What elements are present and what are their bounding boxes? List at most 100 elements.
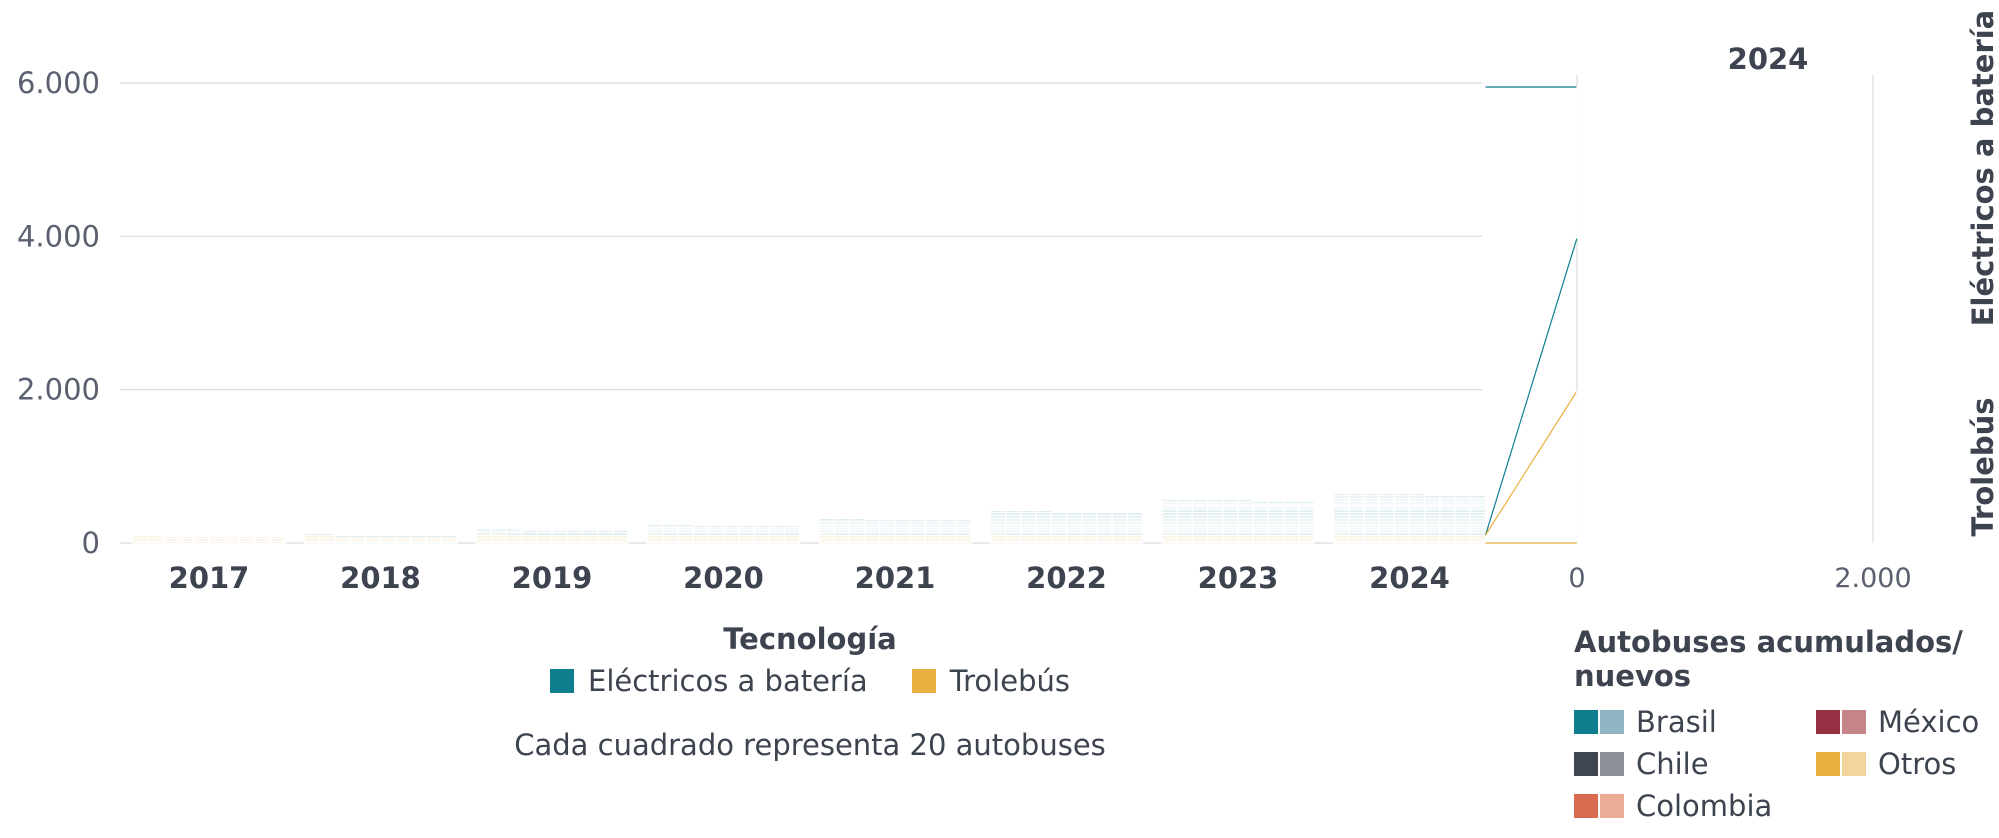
legend-swatch-chile-new [1600,752,1624,776]
waffle-square [208,536,225,540]
legend-item-colombia: Colombia [1574,789,1816,823]
legend-label-colombia: Colombia [1636,789,1773,823]
panel-band-trolleybus [1576,390,1580,543]
waffle-square [520,530,538,533]
x-tick-label: 2019 [512,561,593,595]
waffle-square [848,517,866,521]
x-tick-label: 2021 [855,561,936,595]
panel-x-tick-label: 2.000 [1834,563,1911,594]
year-stack-2017 [132,534,286,544]
x-tick-label: 2024 [1369,561,1450,595]
waffle-square [1363,493,1380,497]
panel-band-electric [1576,86,1586,239]
waffle-square [1423,494,1441,498]
legend-swatch-otros-new [1842,752,1866,776]
waffle-square [1378,493,1395,497]
y-axis-ticks: 0 2.000 4.000 6.000 [17,66,100,560]
waffle-bars [132,493,1487,544]
y-tick-label: 2.000 [17,373,100,407]
waffle-square [677,523,694,527]
square-note: Cada cuadrado representa 20 autobuses [514,728,1106,762]
country-legend-title-2: nuevos [1574,659,1692,693]
panel-label-electric: Eléctricos a batería [1966,10,1999,327]
waffle-square [596,530,614,533]
waffle-square [879,519,896,523]
waffle-square [924,519,942,523]
waffle-square [490,528,508,532]
x-tick-label: 2023 [1198,561,1279,595]
year-stack-2020 [646,523,801,544]
waffle-square [1282,500,1300,504]
technology-legend-title: Tecnología [723,622,897,656]
waffle-square [1080,511,1098,515]
technology-legend: Tecnología Eléctricos a batería Trolebús [500,622,1120,698]
legend-swatch-brasil-new [1600,710,1624,734]
waffle-square [440,534,458,538]
year-stack-2022 [989,510,1144,544]
legend-swatch-chile-cum [1574,752,1598,776]
waffle-square [223,536,241,540]
waffle-square [1347,493,1365,497]
waffle-square [1408,493,1426,497]
waffle-square [955,519,972,523]
legend-swatch-colombia-cum [1574,794,1598,818]
grid-lines-panel [1576,75,1874,543]
waffle-square [395,534,412,538]
waffle-square [349,534,367,538]
waffle-square [722,525,740,529]
grid-lines [120,82,1482,544]
waffle-square [1005,510,1022,514]
legend-label-electric: Eléctricos a batería [588,664,868,698]
waffle-square [1096,511,1113,515]
waffle-square [1126,511,1144,515]
panel-title: 2024 [1728,42,1809,76]
legend-item-chile: Chile [1574,747,1816,781]
waffle-square [379,534,397,538]
waffle-square [692,525,709,529]
connector-line [1484,237,1578,536]
waffle-square [162,536,180,540]
waffle-square [662,523,679,527]
legend-item-electric: Eléctricos a batería [550,664,868,698]
x-tick-label: 2018 [340,561,421,595]
waffle-square [253,536,271,540]
waffle-square [1298,500,1315,504]
legend-swatch-mexico-new [1842,710,1866,734]
legend-swatch-colombia-new [1600,794,1624,818]
waffle-square [612,530,629,533]
waffle-square [551,530,568,533]
legend-swatch-otros-cum [1816,752,1840,776]
waffle-square [1176,499,1194,503]
waffle-square [894,519,911,523]
waffle-square [581,530,599,533]
waffle-square [1454,494,1471,498]
legend-item-mexico: México [1816,705,1996,739]
year-stack-2023 [1161,499,1315,544]
panel-waffle-bars [1576,86,1586,543]
waffle-square [475,528,492,532]
waffle-square [1393,493,1411,497]
waffle-square [566,530,584,533]
waffle-square [989,510,1007,514]
waffle-square [303,533,321,537]
legend-label-otros: Otros [1878,747,1957,781]
waffle-square [1469,494,1487,498]
year-stack-2024 [1332,493,1487,544]
waffle-square [238,536,256,540]
y-tick-label: 6.000 [17,66,100,100]
legend-swatch-brasil-cum [1574,710,1598,734]
legend-swatch-trolleybus [911,669,936,693]
waffle-square [147,534,165,538]
waffle-square [193,536,210,540]
waffle-square [269,536,286,540]
waffle-square [1332,493,1350,497]
waffle-square [1161,499,1178,503]
waffle-square [738,525,755,529]
legend-label-trolleybus: Trolebús [949,664,1070,698]
waffle-square [425,534,443,538]
waffle-square [939,519,957,523]
waffle-square [783,525,801,529]
waffle-square [833,517,851,521]
waffle-square [1050,511,1068,515]
legend-label-chile: Chile [1636,747,1709,781]
